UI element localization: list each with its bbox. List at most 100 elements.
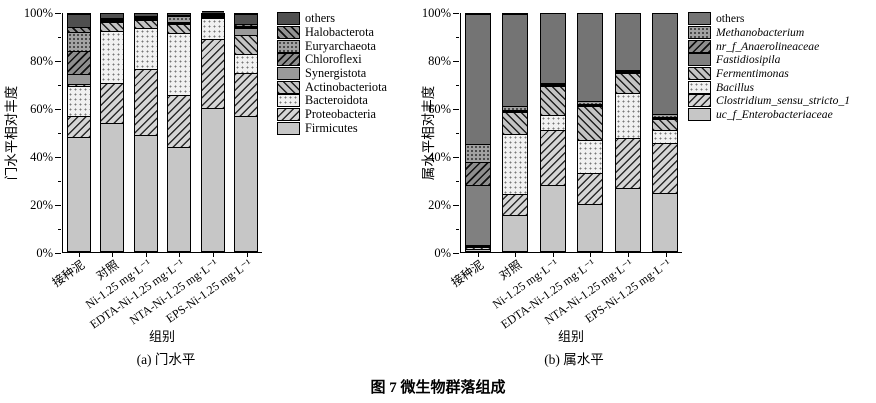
legend-item: Bacillus [688, 80, 850, 94]
phylum-y-axis-label: 门水平相对丰度 [4, 85, 19, 181]
bar-segment [234, 14, 257, 24]
bar-segment [201, 14, 224, 16]
bar-segment [201, 107, 224, 251]
legend-label: others [716, 12, 745, 26]
x-tick [665, 253, 667, 257]
x-tick [590, 253, 592, 257]
bar-segment [652, 130, 677, 144]
x-tick-label: 接种泥 [49, 257, 88, 290]
stacked-bar-phylum-level-1 [67, 13, 91, 252]
legend-label: uc_f_Enterobacteriaceae [716, 108, 833, 122]
bar-segment [652, 13, 677, 114]
stacked-bar-phylum-level-6 [233, 13, 258, 252]
bar-segment [101, 18, 124, 20]
bar-segment [466, 185, 490, 245]
legend-label: Firmicutes [305, 120, 358, 135]
legend-item: Fastidiosipila [688, 53, 850, 67]
bar-segment [578, 13, 603, 102]
y-major-tick [55, 252, 61, 254]
bars-layer [461, 13, 682, 252]
bar-segment [615, 72, 640, 74]
bar-segment [101, 82, 124, 124]
bar-segment [234, 115, 257, 251]
x-tick [477, 253, 479, 257]
y-minor-tick [456, 84, 459, 86]
legend-item: Methanobacterium [688, 26, 850, 40]
legend-swatch [277, 108, 300, 122]
bar-segment [168, 23, 191, 33]
bar-segment [578, 104, 603, 106]
bar-segment [201, 38, 224, 108]
y-major-tick [55, 12, 61, 14]
y-minor-tick [58, 36, 61, 38]
bar-segment [68, 83, 90, 87]
legend-item: others [277, 12, 387, 26]
y-minor-tick [58, 180, 61, 182]
bar-segment [201, 15, 224, 17]
x-tick [246, 253, 248, 257]
legend-item: Euryarchaeota [277, 39, 387, 53]
y-minor-tick [456, 228, 459, 230]
phylum-subtitle: (a) 门水平 [136, 352, 196, 367]
y-major-tick [55, 156, 61, 158]
legend-swatch [688, 53, 711, 67]
bar-segment [540, 83, 565, 85]
legend-label: Actinobacteriota [305, 79, 387, 94]
bar-segment [540, 86, 565, 115]
legend-label: Chloroflexi [305, 52, 362, 67]
bar-segment [134, 28, 157, 69]
y-tick-label: 20% [30, 198, 53, 212]
bar-segment [540, 85, 565, 87]
y-tick-label: 60% [30, 102, 53, 116]
x-tick [112, 253, 114, 257]
bar-segment [503, 14, 528, 107]
y-tick-label: 100% [23, 6, 53, 20]
bar-segment [615, 13, 640, 71]
bar-segment [201, 13, 224, 15]
genus-x-tick-labels: 接种泥 对照 Ni-1.25 mg·L⁻¹ EDTA-Ni-1.25 mg·L⁻¹ NT… [449, 256, 682, 331]
stacked-bar-genus-level-1 [465, 13, 491, 252]
bar-segment [101, 13, 124, 18]
bar-segment [134, 13, 157, 16]
bar-segment [168, 21, 191, 23]
y-tick-label: 0% [434, 246, 451, 260]
bar-segment [466, 246, 490, 249]
y-major-tick [55, 204, 61, 206]
stacked-bar-genus-level-5 [614, 13, 641, 252]
y-major-tick [55, 108, 61, 110]
bar-segment [503, 112, 528, 134]
legend-label: Proteobacteria [305, 107, 377, 122]
bar-segment [168, 14, 191, 16]
legend-item: Chloroflexi [277, 53, 387, 67]
legend-item: Firmicutes [277, 120, 387, 136]
bar-segment [578, 101, 603, 105]
bar-segment [466, 143, 490, 162]
bar-segment [503, 110, 528, 112]
y-minor-tick [456, 36, 459, 38]
x-tick [212, 253, 214, 257]
bar-segment [201, 12, 224, 14]
y-tick-label: 60% [428, 102, 451, 116]
y-major-tick [453, 60, 459, 62]
y-minor-tick [58, 228, 61, 230]
bar-segment [503, 106, 528, 111]
bar-segment [68, 14, 90, 28]
legend-swatch [277, 26, 300, 40]
legend-swatch [277, 80, 300, 94]
legend-swatch [277, 12, 300, 26]
legend-label: Fermentimonas [716, 67, 789, 81]
legend-label: Synergistota [305, 66, 367, 81]
legend-label: Clostridium_sensu_stricto_1 [716, 94, 850, 108]
bar-segment [652, 143, 677, 193]
bar-segment [101, 22, 124, 31]
y-major-tick [453, 204, 459, 206]
bar-segment [234, 25, 257, 28]
bar-segment [234, 73, 257, 116]
legend-swatch [688, 94, 711, 108]
y-minor-tick [58, 84, 61, 86]
bar-segment [168, 146, 191, 251]
bar-segment [503, 133, 528, 195]
bar-segment [68, 74, 90, 84]
legend-label: Halobacterota [305, 25, 374, 40]
bar-segment [68, 31, 90, 51]
